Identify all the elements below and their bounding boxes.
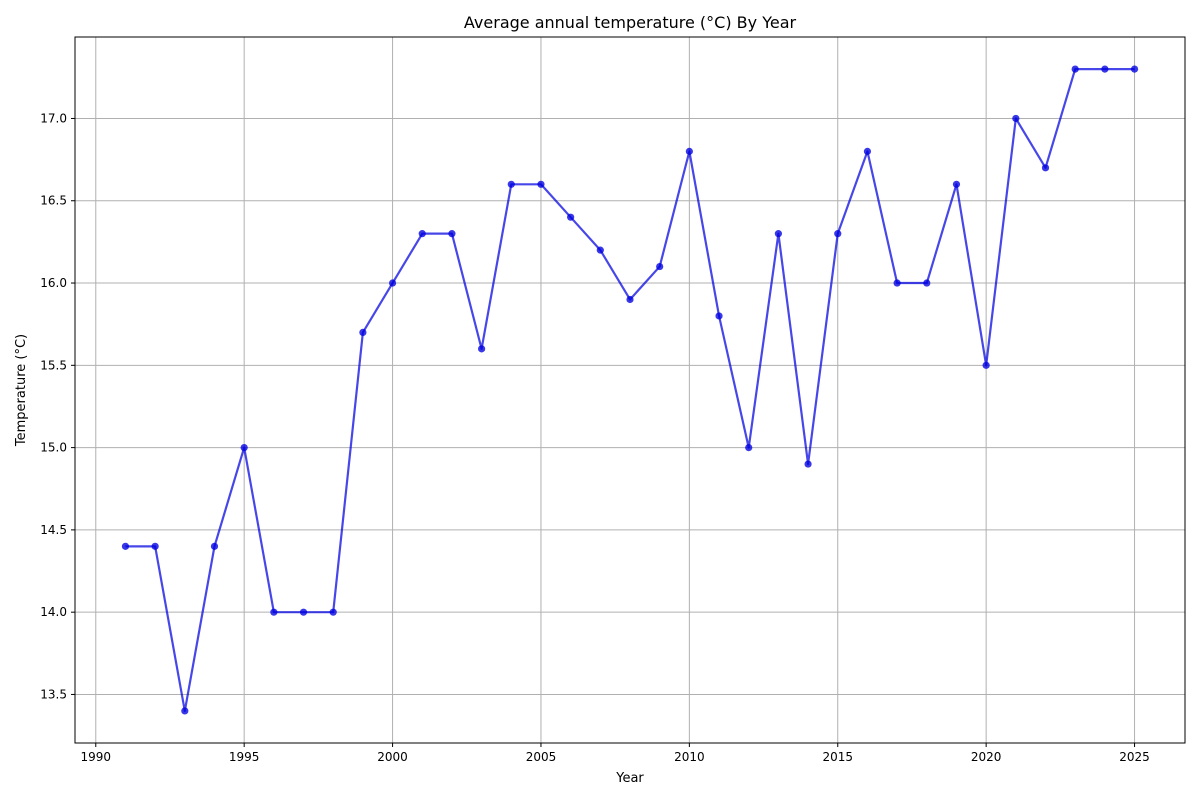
series-line xyxy=(125,67,1135,713)
data-point xyxy=(1012,114,1020,123)
series-points xyxy=(121,65,1139,715)
data-point xyxy=(715,312,723,320)
data-point xyxy=(210,542,219,550)
y-axis-ticks: 13.5 14.0 14.5 15.0 15.5 16.0 16.5 17.0 xyxy=(40,111,75,701)
data-point xyxy=(893,279,901,287)
data-point xyxy=(982,361,990,369)
data-point xyxy=(329,608,337,616)
data-point xyxy=(567,213,575,221)
data-point xyxy=(834,230,842,238)
data-point xyxy=(388,279,397,287)
data-point xyxy=(1041,164,1050,172)
y-tick-label: 15.0 xyxy=(40,441,67,455)
y-axis-label: Temperature (°C) xyxy=(14,334,29,447)
data-point xyxy=(359,328,367,337)
data-point xyxy=(418,230,426,238)
data-point xyxy=(863,147,872,155)
data-point xyxy=(923,279,931,287)
data-point xyxy=(478,345,486,353)
x-axis-ticks: 1990 1995 2000 2005 2010 2015 2020 2025 xyxy=(81,743,1150,764)
data-point xyxy=(537,180,545,188)
data-point xyxy=(952,180,961,188)
x-tick-label: 2020 xyxy=(971,750,1002,764)
data-point xyxy=(121,542,130,550)
data-point xyxy=(596,246,604,254)
y-tick-label: 16.0 xyxy=(40,276,67,290)
y-tick-label: 14.5 xyxy=(40,523,67,537)
x-tick-label: 2005 xyxy=(526,750,557,764)
data-point xyxy=(299,608,308,616)
x-tick-label: 2010 xyxy=(674,750,705,764)
series-polyline xyxy=(125,67,1135,713)
y-tick-label: 16.5 xyxy=(40,194,67,208)
x-tick-label: 2000 xyxy=(377,750,408,764)
data-point xyxy=(804,460,812,468)
data-point xyxy=(1071,65,1079,73)
data-point xyxy=(181,707,189,715)
y-tick-label: 13.5 xyxy=(40,687,67,701)
data-point xyxy=(1101,65,1109,73)
y-tick-label: 14.0 xyxy=(40,605,67,619)
data-point xyxy=(685,147,693,155)
x-tick-label: 1995 xyxy=(229,750,260,764)
chart-title: Average annual temperature (°C) By Year xyxy=(464,13,797,32)
y-tick-label: 15.5 xyxy=(40,358,67,372)
grid-lines xyxy=(75,37,1185,743)
x-axis-label: Year xyxy=(615,771,644,786)
x-tick-label: 2015 xyxy=(822,750,853,764)
x-tick-label: 2025 xyxy=(1119,750,1150,764)
data-point xyxy=(507,180,515,188)
data-point xyxy=(1130,65,1139,73)
data-point xyxy=(626,295,634,304)
data-point xyxy=(774,230,782,238)
data-point xyxy=(656,262,664,271)
data-point xyxy=(270,608,278,616)
data-point xyxy=(448,230,456,238)
data-point xyxy=(745,443,753,452)
x-tick-label: 1990 xyxy=(81,750,112,764)
y-tick-label: 17.0 xyxy=(40,111,67,125)
data-point xyxy=(240,443,248,452)
data-point xyxy=(151,542,159,550)
plot-frame xyxy=(74,36,1186,744)
